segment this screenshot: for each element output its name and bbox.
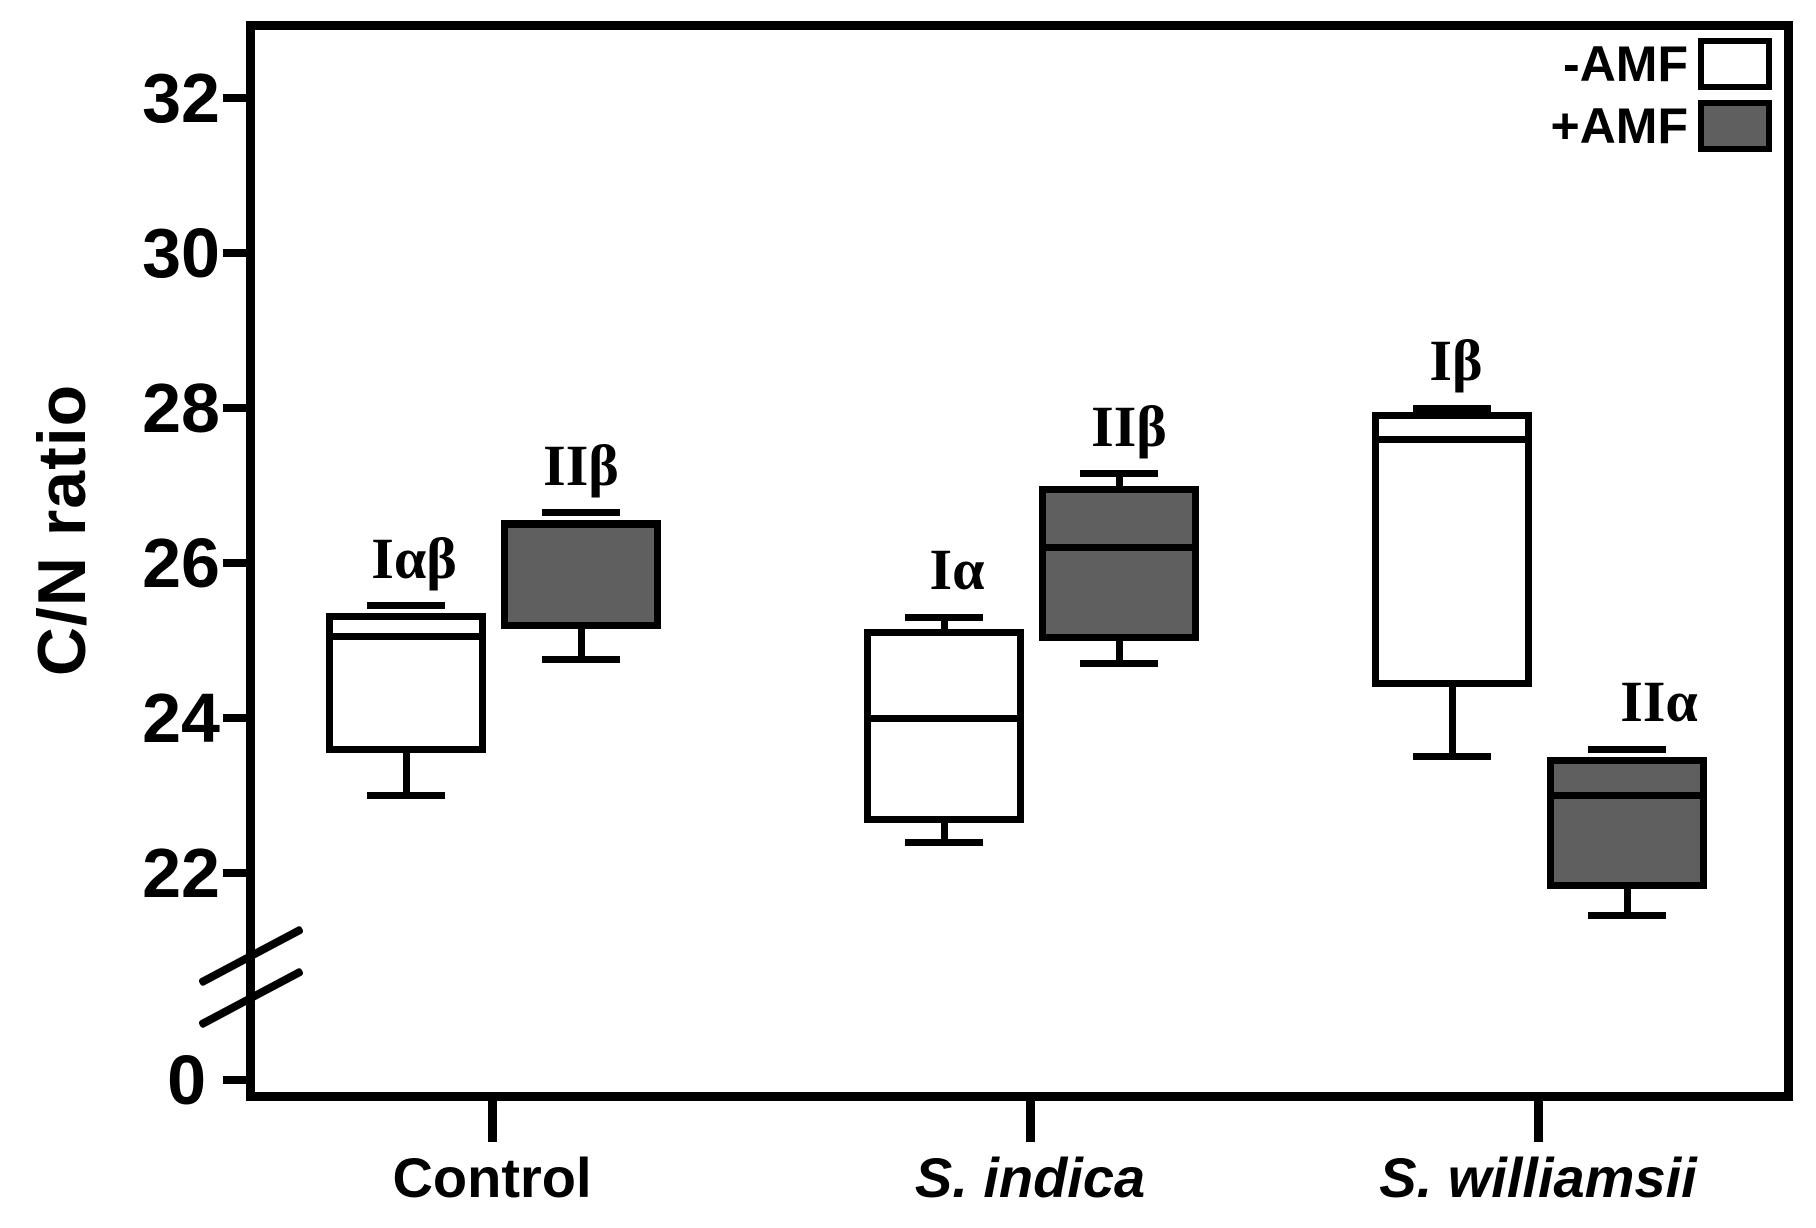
x-tick <box>488 1097 497 1142</box>
x-tick-label: S. indica <box>914 1146 1146 1209</box>
y-tick-label-zero: 0 <box>167 1041 206 1119</box>
median-line <box>326 633 486 641</box>
y-tick-label: 24 <box>142 679 220 757</box>
whisker-cap-upper <box>367 602 445 610</box>
whisker-cap-upper <box>1588 745 1666 753</box>
sig-label: Iβ <box>1429 328 1483 393</box>
whisker-stem-lower <box>940 822 948 842</box>
whisker-cap-lower <box>542 656 620 664</box>
sig-label: IIβ <box>543 432 619 498</box>
legend-label-plus-amf: +AMF <box>1550 98 1689 154</box>
x-tick <box>1026 1097 1035 1142</box>
y-tick-label: 30 <box>142 214 220 292</box>
box-rect <box>1547 756 1707 889</box>
legend-item-minus-amf: -AMF <box>1563 38 1772 90</box>
legend: -AMF +AMF <box>1550 38 1772 154</box>
whisker-cap-lower <box>1080 660 1158 668</box>
whisker-stem-lower <box>577 628 585 660</box>
y-tick <box>223 94 246 102</box>
sig-label: Iα <box>929 537 985 603</box>
median-line <box>1547 792 1707 799</box>
whisker-cap-lower <box>367 792 445 799</box>
box-rect <box>1039 485 1199 641</box>
sig-label: IIα <box>1620 669 1698 734</box>
y-tick <box>223 404 246 412</box>
y-tick <box>223 869 246 877</box>
whisker-cap-lower <box>1413 753 1491 761</box>
whisker-stem-lower <box>402 752 410 796</box>
legend-label-minus-amf: -AMF <box>1563 36 1688 92</box>
y-tick <box>223 559 246 567</box>
x-tick-label: S. williamsii <box>1379 1146 1697 1209</box>
whisker-cap-lower <box>905 838 983 846</box>
sig-label: IIβ <box>1091 393 1167 459</box>
whisker-cap-lower <box>1588 912 1666 920</box>
median-line <box>864 714 1024 722</box>
whisker-stem-upper <box>940 617 948 629</box>
whisker-stem-upper <box>1115 473 1123 486</box>
box-rect <box>501 520 661 629</box>
y-tick-label: 26 <box>142 524 220 602</box>
legend-swatch-plus-amf <box>1698 100 1772 152</box>
median-line <box>1039 544 1199 551</box>
y-tick-label: 28 <box>142 369 220 447</box>
plot-area-border <box>246 21 1793 1101</box>
median-line <box>501 520 661 528</box>
y-axis-title: C/N ratio <box>24 383 100 677</box>
whisker-cap-upper <box>1080 470 1158 478</box>
whisker-stem-lower <box>1448 687 1456 757</box>
y-tick-zero <box>223 1076 246 1084</box>
legend-item-plus-amf: +AMF <box>1550 98 1772 154</box>
whisker-stem-lower <box>1623 888 1631 916</box>
box-rect <box>864 628 1024 823</box>
box-rect <box>1372 411 1532 687</box>
whisker-cap-upper <box>1413 404 1491 412</box>
whisker-cap-upper <box>905 613 983 621</box>
whisker-stem-lower <box>1115 640 1123 664</box>
sig-label: Iαβ <box>371 525 457 591</box>
legend-swatch-minus-amf <box>1698 38 1772 90</box>
whisker-cap-upper <box>542 509 620 517</box>
y-tick-label: 22 <box>142 834 220 912</box>
median-line <box>1372 435 1532 443</box>
y-tick-label: 32 <box>142 59 220 137</box>
y-tick <box>223 249 246 257</box>
x-tick <box>1534 1097 1543 1142</box>
x-tick-label: Control <box>392 1146 592 1209</box>
y-tick <box>223 714 246 722</box>
